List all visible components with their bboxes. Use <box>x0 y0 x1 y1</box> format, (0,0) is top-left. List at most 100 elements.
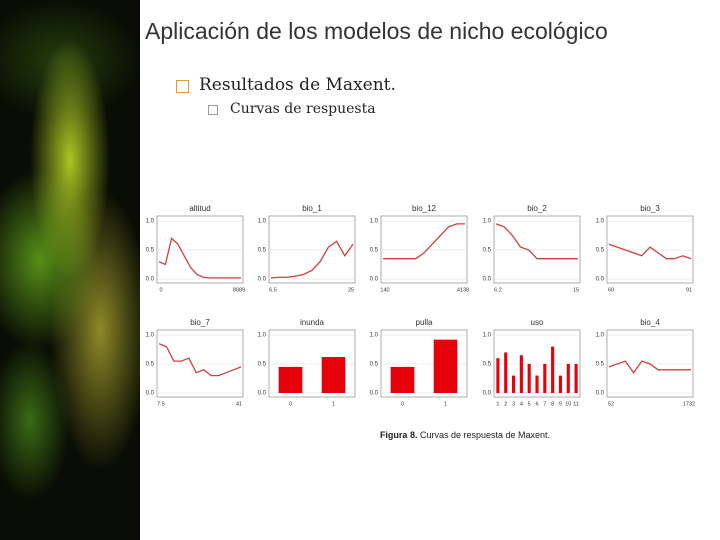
y-tick-label: 0.0 <box>258 277 267 283</box>
y-tick-label: 0.5 <box>146 362 155 368</box>
y-tick-label: 1.0 <box>483 219 492 225</box>
bar <box>496 358 500 393</box>
x-tick-label: 0 <box>289 401 292 407</box>
bar <box>278 366 303 393</box>
x-tick-label: 5 <box>528 401 531 407</box>
y-tick-label: 0.0 <box>370 277 379 283</box>
response-curve <box>383 223 465 260</box>
panel-title: bio_2 <box>527 204 547 213</box>
panel-title: bio_7 <box>190 318 210 327</box>
x-tick-label: 1 <box>332 401 335 407</box>
bar <box>433 339 458 393</box>
y-tick-label: 0.0 <box>596 391 605 397</box>
panel-title: uso <box>531 318 544 327</box>
panel-frame <box>606 215 694 284</box>
caption: Figura 8. Curvas de respuesta de Maxent. <box>105 430 720 440</box>
x-tick-label: 9 <box>559 401 562 407</box>
bar <box>574 364 578 393</box>
bar <box>390 366 415 393</box>
bar <box>566 364 570 393</box>
y-tick-label: 0.5 <box>370 362 379 368</box>
x-tick-label: 0 <box>159 287 162 293</box>
response-curve <box>495 223 578 260</box>
panel-title: inunda <box>300 318 325 327</box>
response-curve <box>608 243 692 260</box>
panel-frame <box>493 215 581 284</box>
sub-bullet: Curvas de respuesta <box>230 101 376 117</box>
x-tick-label: 8 <box>551 401 554 407</box>
x-tick-label: 91 <box>686 287 692 293</box>
x-tick-label: 7.5 <box>157 401 165 407</box>
y-tick-label: 0.5 <box>483 248 492 254</box>
bar <box>321 357 346 393</box>
y-tick-label: 0.0 <box>370 391 379 397</box>
response-curve <box>158 343 242 377</box>
response-curve <box>608 360 691 374</box>
y-tick-label: 1.0 <box>596 333 605 339</box>
x-tick-label: 8089 <box>233 287 245 293</box>
slide-title: Aplicación de los modelos de nicho ecoló… <box>145 18 608 44</box>
x-tick-label: 140 <box>380 287 389 293</box>
panel-frame <box>380 215 468 284</box>
bar <box>535 375 539 393</box>
x-tick-label: 15 <box>573 287 579 293</box>
caption-text: Curvas de respuesta de Maxent. <box>419 430 551 440</box>
y-tick-label: 1.0 <box>596 219 605 225</box>
panel-title: pulla <box>416 318 433 327</box>
bar <box>519 355 523 393</box>
panel-title: altitud <box>189 204 210 213</box>
sub-bullet-box <box>208 105 218 115</box>
bullet: Resultados de Maxent. <box>199 75 396 95</box>
x-tick-label: 7 <box>543 401 546 407</box>
panel-frame <box>156 215 244 284</box>
x-tick-label: 11 <box>573 401 579 407</box>
y-tick-label: 1.0 <box>146 333 155 339</box>
y-tick-label: 1.0 <box>370 333 379 339</box>
y-tick-label: 0.0 <box>258 391 267 397</box>
y-tick-label: 1.0 <box>258 333 267 339</box>
x-tick-label: 3 <box>512 401 515 407</box>
bar <box>527 364 531 393</box>
x-tick-label: 25 <box>348 287 354 293</box>
bar <box>551 346 555 393</box>
y-tick-label: 0.5 <box>258 248 267 254</box>
x-tick-label: 2 <box>504 401 507 407</box>
x-tick-label: 41 <box>236 401 242 407</box>
y-tick-label: 0.5 <box>258 362 267 368</box>
x-tick-label: 10 <box>565 401 571 407</box>
y-tick-label: 0.5 <box>146 248 155 254</box>
y-tick-label: 0.0 <box>483 391 492 397</box>
panel-title: bio_12 <box>412 204 437 213</box>
x-tick-label: 52 <box>608 401 614 407</box>
x-tick-label: 6.5 <box>269 287 277 293</box>
bar <box>504 352 508 393</box>
bar <box>558 375 563 393</box>
panel-title: bio_4 <box>640 318 660 327</box>
x-tick-label: 1 <box>444 401 447 407</box>
panel-title: bio_3 <box>640 204 660 213</box>
y-tick-label: 1.0 <box>258 219 267 225</box>
x-tick-label: 60 <box>608 287 614 293</box>
decoration <box>0 0 140 540</box>
bar <box>511 375 516 393</box>
x-tick-label: 1732 <box>683 401 695 407</box>
y-tick-label: 1.0 <box>146 219 155 225</box>
y-tick-label: 0.0 <box>146 277 155 283</box>
caption-label: Figura 8. <box>379 430 418 440</box>
x-tick-label: 4 <box>520 401 523 407</box>
y-tick-label: 0.5 <box>370 248 379 254</box>
bar <box>543 364 547 393</box>
y-tick-label: 0.5 <box>596 248 605 254</box>
y-tick-label: 0.0 <box>596 277 605 283</box>
x-tick-label: 6.2 <box>494 287 502 293</box>
y-tick-label: 0.0 <box>146 391 155 397</box>
response-curve <box>158 237 241 279</box>
x-tick-label: 1 <box>496 401 499 407</box>
y-tick-label: 0.5 <box>596 362 605 368</box>
panel-frame <box>268 215 356 284</box>
y-tick-label: 1.0 <box>370 219 379 225</box>
panel-title: bio_1 <box>302 204 322 213</box>
y-tick-label: 0.0 <box>483 277 492 283</box>
y-tick-label: 1.0 <box>483 333 492 339</box>
